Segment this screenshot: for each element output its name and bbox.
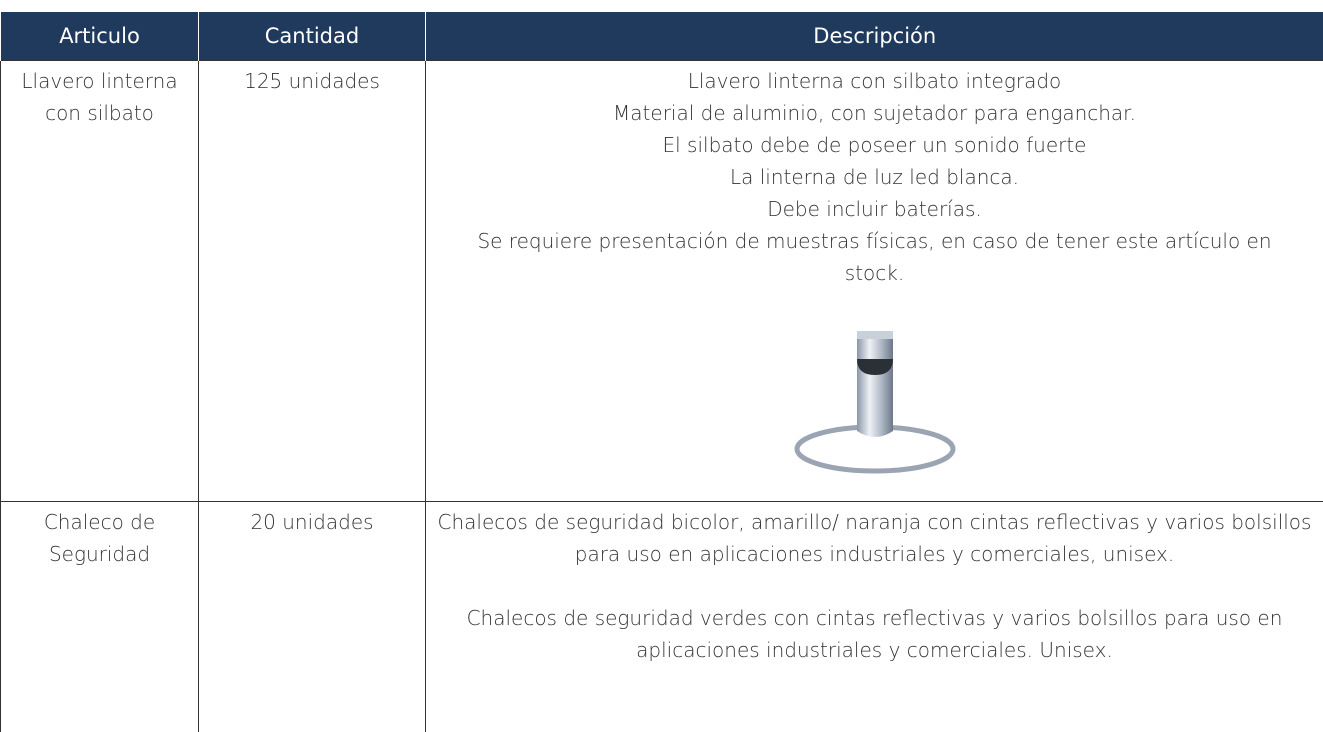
text-line: Material de aluminio, con sujetador para… [613, 101, 1136, 125]
cell: Llavero linterna con silbato [0, 60, 199, 502]
text-line: Llavero linterna con silbato integrado [687, 69, 1062, 93]
text-line: El silbato debe de poseer un sonido fuer… [662, 133, 1087, 157]
cell: Llavero linterna con silbato integrado M… [425, 60, 1323, 502]
header-cell: Descripción [425, 12, 1323, 61]
text-line: Debe incluir baterías. [767, 197, 982, 221]
row: Llavero linterna con silbato 125 unidade… [0, 60, 1323, 502]
text-line: La linterna de luz led blanca. [729, 165, 1019, 189]
header-cell: Cantidad [198, 12, 426, 61]
paragraph: Chalecos de seguridad verdes con cintas … [466, 606, 1283, 662]
cell: Chalecos de seguridad bicolor, amarillo/… [425, 501, 1323, 732]
header-cell: Articulo [0, 12, 199, 61]
row: Chaleco de Seguridad 20 unidades Chaleco… [0, 501, 1323, 732]
cell: Chaleco de Seguridad [0, 501, 199, 732]
cell: 20 unidades [198, 501, 426, 732]
cell: 125 unidades [198, 60, 426, 502]
table: Articulo Cantidad Descripción Llavero li… [0, 12, 1323, 732]
product-image [794, 331, 955, 474]
header-row: Articulo Cantidad Descripción [0, 12, 1323, 61]
text-line: Se requiere presentación de muestras fís… [477, 229, 1272, 285]
paragraph: Chalecos de seguridad bicolor, amarillo/… [437, 510, 1312, 566]
document: Articulo Cantidad Descripción Llavero li… [0, 12, 1323, 732]
